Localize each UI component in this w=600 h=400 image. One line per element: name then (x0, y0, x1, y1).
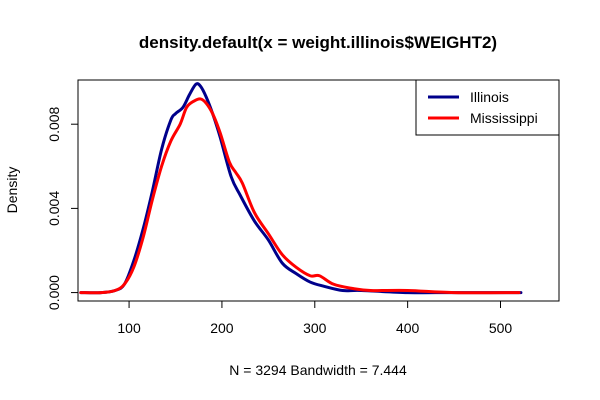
chart-title: density.default(x = weight.illinois$WEIG… (139, 33, 497, 52)
x-tick-label: 200 (210, 320, 234, 336)
legend-box (415, 79, 560, 136)
y-axis: 0.000 0.004 0.008 (46, 106, 79, 310)
y-axis-label: Density (4, 167, 20, 214)
series-line-mississippi (79, 97, 521, 295)
y-tick-label: 0.008 (46, 106, 62, 141)
x-axis: 100 200 300 400 500 (117, 300, 513, 336)
x-tick-label: 100 (117, 320, 141, 336)
y-tick-label: 0.000 (46, 275, 62, 310)
series-group (79, 82, 523, 295)
legend-label-mississippi: Mississippi (470, 110, 538, 126)
x-axis-label: N = 3294 Bandwidth = 7.444 (229, 362, 407, 378)
legend-label-illinois: Illinois (470, 89, 509, 105)
x-tick-label: 300 (303, 320, 327, 336)
x-tick-label: 500 (489, 320, 513, 336)
x-tick-label: 400 (396, 320, 420, 336)
legend: Illinois Mississippi (415, 79, 560, 136)
y-tick-label: 0.004 (46, 191, 62, 226)
